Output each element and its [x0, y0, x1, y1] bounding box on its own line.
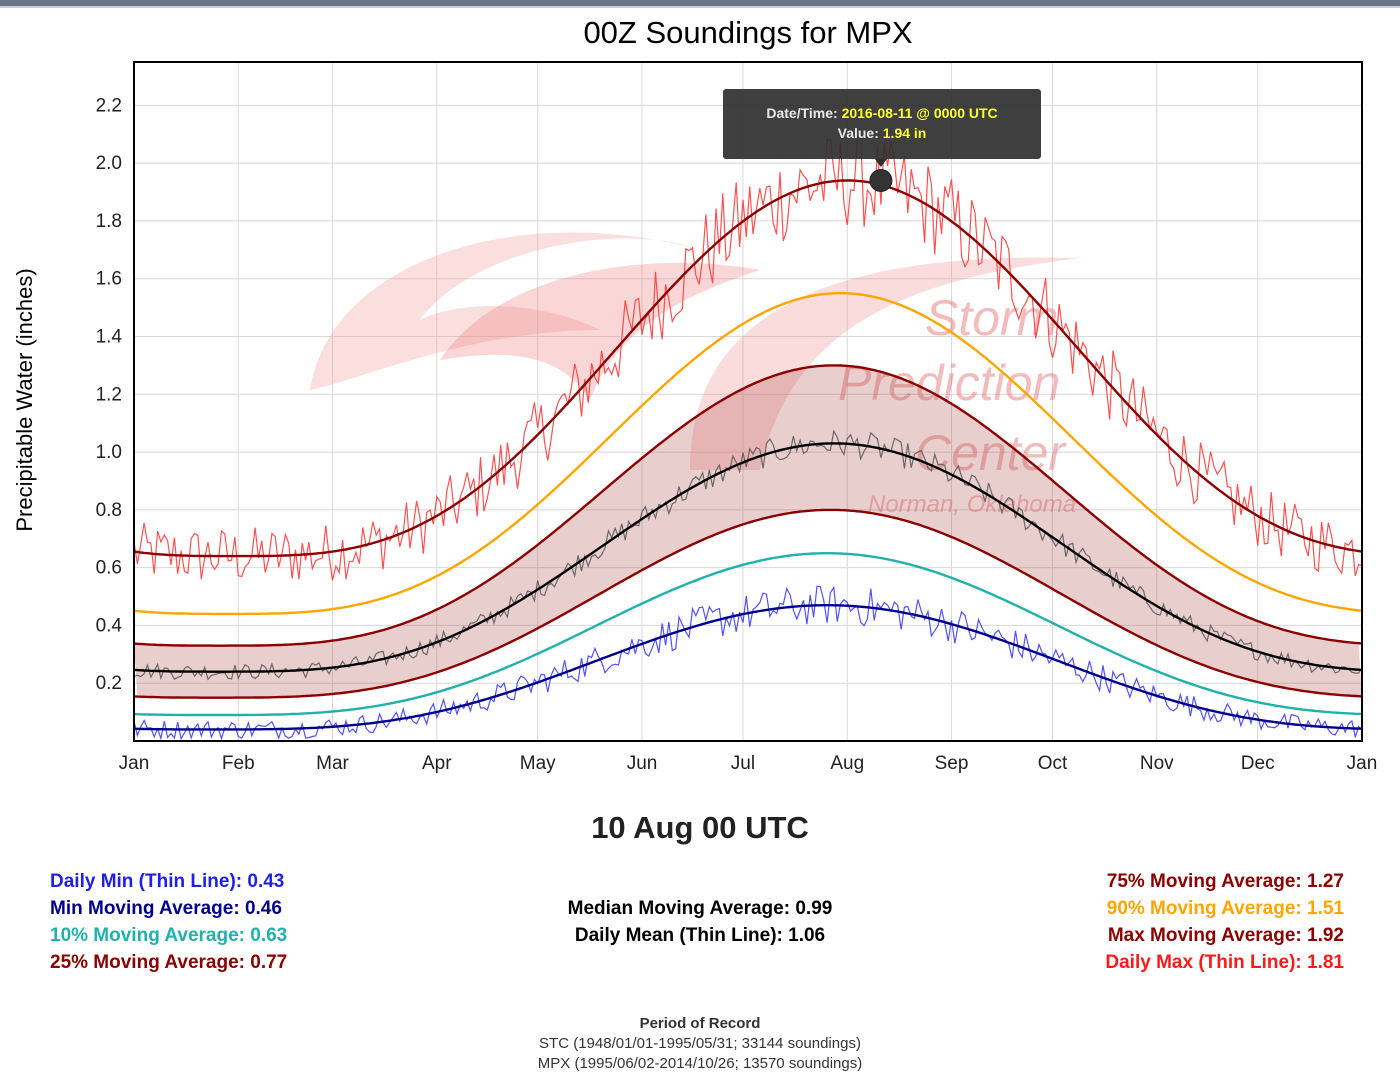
- x-tick-label: Sep: [935, 753, 969, 774]
- stat-value: 0.77: [250, 952, 288, 973]
- stat-label: Max Moving Average:: [1107, 925, 1308, 946]
- hover-point: [869, 168, 893, 192]
- y-tick-label: 0.8: [96, 500, 122, 521]
- stat-left-3: 25% Moving Average: 0.77: [50, 949, 287, 976]
- plot-border: [133, 61, 1363, 742]
- y-axis-title: Precipitable Water (inches): [12, 268, 37, 531]
- x-tick-label: May: [520, 753, 556, 774]
- y-tick-label: 0.6: [96, 558, 122, 579]
- x-tick-label: Oct: [1038, 753, 1068, 774]
- watermark-swoosh-1: [310, 232, 700, 390]
- interquartile-band: [134, 365, 1362, 698]
- y-tick-label: 1.6: [96, 269, 122, 290]
- tooltip-value-label: Value:: [838, 125, 883, 141]
- stat-left-2: 10% Moving Average: 0.63: [50, 922, 287, 949]
- stat-right-1: 90% Moving Average: 1.51: [1105, 895, 1344, 922]
- stat-value: 1.51: [1307, 898, 1344, 919]
- x-tick-label: Mar: [316, 753, 349, 774]
- chart-title: 00Z Soundings for MPX: [583, 15, 912, 50]
- stat-center-0: Median Moving Average: 0.99: [480, 895, 920, 922]
- stat-value: 1.27: [1307, 871, 1344, 892]
- stat-value: 0.63: [250, 925, 288, 946]
- stat-label: 90% Moving Average:: [1106, 898, 1308, 919]
- stat-left-1: Min Moving Average: 0.46: [50, 895, 287, 922]
- x-tick-label: Apr: [422, 753, 452, 774]
- window-top-bar: [0, 0, 1400, 6]
- x-tick-label: Aug: [830, 753, 864, 774]
- y-tick-label: 2.0: [96, 153, 122, 174]
- stat-label: 75% Moving Average:: [1106, 871, 1308, 892]
- series-75pct-moving-average: [134, 364, 1362, 647]
- window-top-bar-shadow: [0, 6, 1400, 8]
- y-tick-label: 0.2: [96, 673, 122, 694]
- stat-value: 1.06: [788, 925, 826, 946]
- stat-value: 0.46: [244, 898, 282, 919]
- y-tick-label: 1.8: [96, 211, 122, 232]
- stat-label: Min Moving Average:: [50, 898, 245, 919]
- y-tick-label: 1.0: [96, 442, 122, 463]
- record-title: Period of Record: [639, 1015, 761, 1032]
- tooltip: Date/Time: 2016-08-11 @ 0000 UTC Value: 1…: [723, 89, 1041, 192]
- tooltip-pointer: [874, 159, 887, 167]
- watermark-line1: Storm: [925, 290, 1058, 346]
- stat-label: 25% Moving Average:: [50, 952, 251, 973]
- stat-right-0: 75% Moving Average: 1.27: [1105, 868, 1344, 895]
- stat-center-1: Daily Mean (Thin Line): 1.06: [480, 922, 920, 949]
- watermark-swoosh-3: [690, 257, 1080, 470]
- stat-left-0: Daily Min (Thin Line): 0.43: [50, 868, 287, 895]
- series-90pct-moving-average: [134, 291, 1362, 616]
- series-max-moving-average: [134, 179, 1362, 558]
- x-tick-label: Jan: [1347, 753, 1378, 774]
- tooltip-date-label: Date/Time:: [766, 105, 841, 121]
- x-tick-label: Jun: [627, 753, 658, 774]
- stat-value: 0.99: [795, 898, 833, 919]
- band-fill: [134, 365, 1362, 698]
- stats-left: Daily Min (Thin Line): 0.43 Min Moving Av…: [50, 868, 287, 976]
- stat-value: 1.92: [1307, 925, 1344, 946]
- x-tick-label: Dec: [1241, 753, 1275, 774]
- watermark-swoosh-2: [440, 262, 760, 400]
- tooltip-date-value: 2016-08-11 @ 0000 UTC: [842, 105, 998, 121]
- stats-center: Median Moving Average: 0.99 Daily Mean (T…: [480, 895, 920, 949]
- tooltip-box: [723, 89, 1041, 159]
- series-25pct-moving-average: [134, 508, 1362, 699]
- y-tick-label: 1.4: [96, 326, 123, 347]
- stat-value: 0.43: [247, 871, 285, 892]
- x-tick-label: Jan: [119, 753, 150, 774]
- selected-date: 10 Aug 00 UTC: [591, 810, 809, 845]
- series-median-moving-average: [134, 442, 1362, 673]
- series-10pct-moving-average: [134, 552, 1362, 717]
- stat-label: Median Moving Average:: [567, 898, 796, 919]
- stats-right: 75% Moving Average: 1.27 90% Moving Avera…: [1105, 868, 1344, 976]
- tooltip-date: Date/Time: 2016-08-11 @ 0000 UTC: [766, 105, 997, 121]
- series-daily-max-thin-line-: [134, 133, 1362, 581]
- axes: 0.2 0.4 0.6 0.8 1.0 1.2 1.4 1.6 1.8 2.0 2.2 Jan Feb M…: [96, 61, 1378, 774]
- tooltip-value: Value: 1.94 in: [838, 125, 927, 141]
- y-tick-label: 0.4: [96, 615, 123, 636]
- series-group: [134, 133, 1362, 741]
- y-tick-label: 1.2: [96, 384, 122, 405]
- x-tick-label: Jul: [731, 753, 755, 774]
- watermark-line4: Norman, Oklahoma: [868, 491, 1076, 518]
- y-tick-label: 2.2: [96, 95, 122, 116]
- record-stc: STC (1948/01/01-1995/05/31; 33144 soundi…: [539, 1035, 861, 1052]
- stat-label: 10% Moving Average:: [50, 925, 251, 946]
- stat-value: 1.81: [1307, 952, 1344, 973]
- record-mpx: MPX (1995/06/02-2014/10/26; 13570 soundi…: [537, 1055, 863, 1072]
- stat-right-2: Max Moving Average: 1.92: [1105, 922, 1344, 949]
- stat-label: Daily Mean (Thin Line):: [574, 925, 789, 946]
- tooltip-value-text: 1.94 in: [883, 125, 927, 141]
- series-min-moving-average: [134, 604, 1362, 731]
- stat-label: Daily Min (Thin Line):: [50, 871, 248, 892]
- x-tick-label: Nov: [1140, 753, 1174, 774]
- x-tick-label: Feb: [222, 753, 255, 774]
- period-of-record: Period of Record STC (1948/01/01-1995/05…: [0, 1014, 1400, 1074]
- stat-label: Daily Max (Thin Line):: [1105, 952, 1308, 973]
- stat-right-3: Daily Max (Thin Line): 1.81: [1105, 949, 1344, 976]
- chart[interactable]: 00Z Soundings for MPX StormPredictionCen…: [0, 0, 1400, 800]
